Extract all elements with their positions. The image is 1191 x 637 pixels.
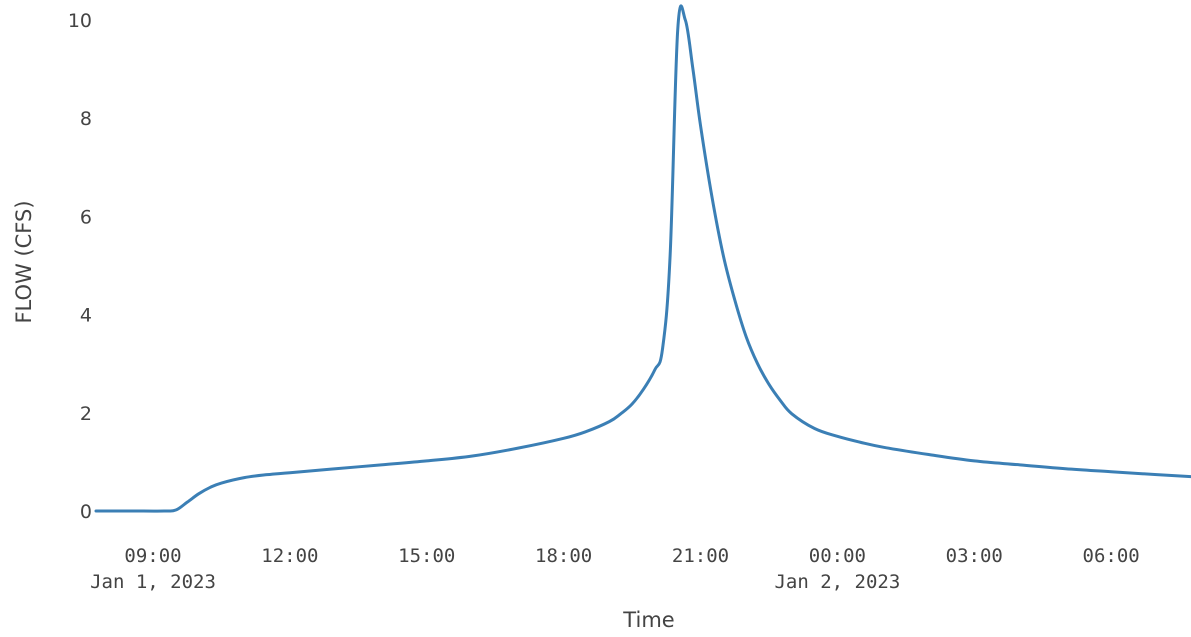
flow-series-line (94, 4, 1191, 513)
y-tick-label: 10 (68, 10, 92, 32)
series-layer (94, 4, 1191, 513)
y-tick-label: 8 (80, 108, 92, 130)
x-tick-label: 15:00 (398, 545, 455, 567)
x-tick-date-label: Jan 1, 2023 (90, 571, 216, 593)
y-tick-label: 4 (80, 305, 92, 327)
x-tick-label: 09:00 (124, 545, 181, 567)
y-tick-label: 6 (80, 206, 92, 228)
x-tick-label: 00:00 (809, 545, 866, 567)
y-axis-title: FLOW (CFS) (12, 200, 36, 323)
x-tick-label: 03:00 (946, 545, 1003, 567)
x-tick-label: 18:00 (535, 545, 592, 567)
y-axis-ticks: 0 2 4 6 8 10 (68, 10, 92, 523)
x-axis-title: Time (622, 608, 674, 632)
y-tick-label: 2 (80, 403, 92, 425)
x-tick-label: 21:00 (672, 545, 729, 567)
y-tick-label: 0 (80, 501, 92, 523)
x-tick-label: 06:00 (1083, 545, 1140, 567)
x-axis-ticks: 09:00 Jan 1, 2023 12:00 15:00 18:00 21:00 00:0… (90, 545, 1140, 593)
x-tick-label: 12:00 (261, 545, 318, 567)
x-tick-date-label: Jan 2, 2023 (774, 571, 900, 593)
